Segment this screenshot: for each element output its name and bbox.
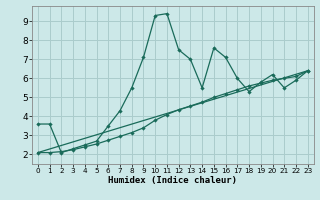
X-axis label: Humidex (Indice chaleur): Humidex (Indice chaleur)	[108, 176, 237, 185]
